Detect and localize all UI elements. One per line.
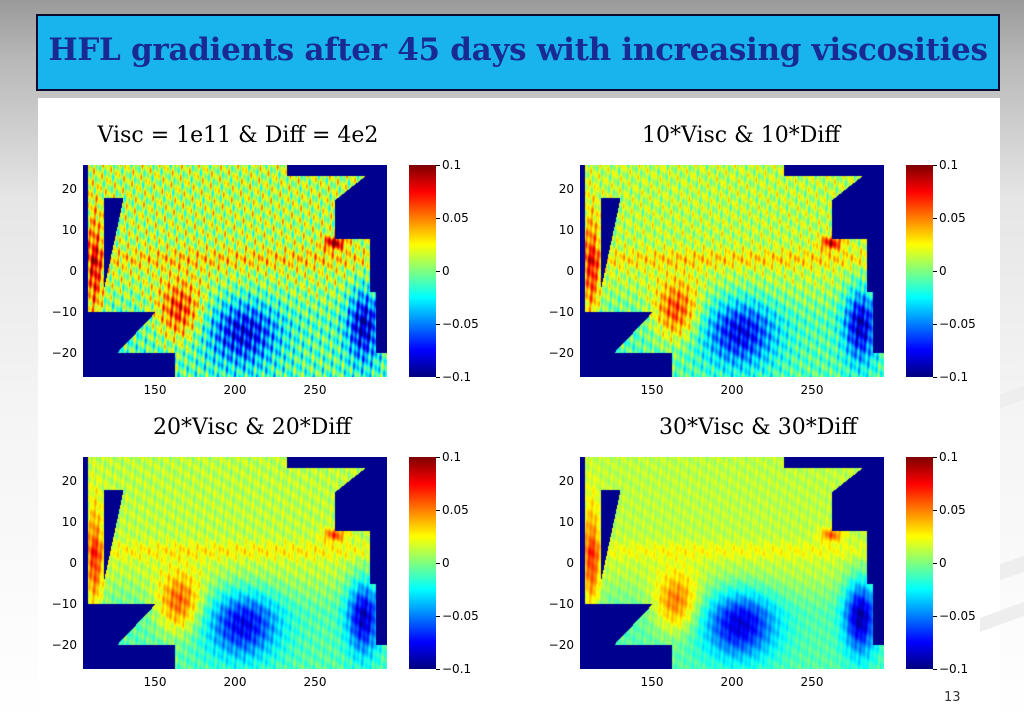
x-tick-label: 250 bbox=[303, 383, 327, 397]
panel-title: Visc = 1e11 & Diff = 4e2 bbox=[97, 123, 379, 148]
colorbar-tick-label: −0.1 bbox=[442, 662, 472, 676]
colorbar-tick-label: 0.1 bbox=[442, 450, 462, 464]
colorbar-tick-mark bbox=[933, 616, 937, 617]
x-tick-label: 250 bbox=[800, 383, 824, 397]
x-tick-label: 250 bbox=[800, 675, 824, 689]
colorbar-tick-label: −0.05 bbox=[939, 609, 976, 623]
colorbar-tick-label: −0.05 bbox=[939, 317, 976, 331]
y-tick-label: 10 bbox=[558, 515, 574, 530]
y-tick-label: 20 bbox=[558, 474, 574, 489]
colorbar-tick-mark bbox=[933, 324, 937, 325]
colorbar-tick-label: 0 bbox=[442, 556, 450, 570]
colorbar-tick-label: 0.05 bbox=[442, 503, 469, 517]
colorbar-tick-label: 0.05 bbox=[442, 211, 469, 225]
colorbar-tick-label: 0 bbox=[939, 264, 947, 278]
x-tick-label: 200 bbox=[720, 383, 744, 397]
colorbar-tick-mark bbox=[933, 510, 937, 511]
colorbar-tick-mark bbox=[436, 218, 440, 219]
colorbar-tick-mark bbox=[933, 218, 937, 219]
heatmap-plot bbox=[83, 457, 387, 669]
decorative-stripe bbox=[1000, 555, 1024, 581]
slide-title: HFL gradients after 45 days with increas… bbox=[48, 32, 988, 68]
y-tick-label: 20 bbox=[61, 182, 77, 197]
y-tick-label: 0 bbox=[566, 556, 574, 570]
slide-title-bar: HFL gradients after 45 days with increas… bbox=[36, 14, 1000, 91]
y-tick-label: −20 bbox=[51, 637, 77, 652]
y-tick-label: 10 bbox=[61, 223, 77, 238]
colorbar-tick-label: −0.05 bbox=[442, 317, 479, 331]
x-tick-label: 250 bbox=[303, 675, 327, 689]
colorbar-tick-label: 0 bbox=[442, 264, 450, 278]
x-tick-label: 200 bbox=[223, 383, 247, 397]
panel-title: 20*Visc & 20*Diff bbox=[152, 415, 351, 440]
colorbar-tick-mark bbox=[436, 165, 440, 166]
colorbar-tick-mark bbox=[436, 324, 440, 325]
colorbar-tick-mark bbox=[933, 669, 937, 670]
colorbar bbox=[409, 165, 436, 377]
y-tick-label: −20 bbox=[51, 345, 77, 360]
x-tick-label: 200 bbox=[720, 675, 744, 689]
y-tick-label: 0 bbox=[566, 264, 574, 278]
heatmap-plot bbox=[580, 457, 884, 669]
y-tick-label: 10 bbox=[61, 515, 77, 530]
colorbar bbox=[409, 457, 436, 669]
x-tick-label: 200 bbox=[223, 675, 247, 689]
x-tick-label: 150 bbox=[640, 383, 664, 397]
colorbar bbox=[906, 457, 933, 669]
colorbar-tick-label: 0.05 bbox=[939, 211, 966, 225]
panel-title: 10*Visc & 10*Diff bbox=[641, 123, 840, 148]
colorbar-tick-label: −0.1 bbox=[442, 370, 472, 384]
y-tick-label: −10 bbox=[548, 596, 574, 611]
colorbar-tick-mark bbox=[436, 457, 440, 458]
colorbar-tick-label: 0 bbox=[939, 556, 947, 570]
colorbar-tick-mark bbox=[436, 669, 440, 670]
y-tick-label: 0 bbox=[69, 556, 77, 570]
x-tick-label: 150 bbox=[143, 383, 167, 397]
y-tick-label: −10 bbox=[51, 304, 77, 319]
colorbar-tick-mark bbox=[436, 510, 440, 511]
colorbar-tick-label: −0.1 bbox=[939, 662, 969, 676]
colorbar-tick-label: −0.05 bbox=[442, 609, 479, 623]
y-tick-label: −10 bbox=[548, 304, 574, 319]
decorative-stripe bbox=[1000, 385, 1024, 409]
x-tick-label: 150 bbox=[143, 675, 167, 689]
x-tick-label: 150 bbox=[640, 675, 664, 689]
colorbar-tick-label: 0.1 bbox=[442, 158, 462, 172]
colorbar-tick-mark bbox=[933, 377, 937, 378]
heatmap-plot bbox=[83, 165, 387, 377]
colorbar-tick-mark bbox=[933, 457, 937, 458]
colorbar-tick-label: 0.1 bbox=[939, 158, 959, 172]
colorbar-tick-label: 0.1 bbox=[939, 450, 959, 464]
y-tick-label: −20 bbox=[548, 345, 574, 360]
panel-title: 30*Visc & 30*Diff bbox=[658, 415, 857, 440]
heatmap-plot bbox=[580, 165, 884, 377]
colorbar-tick-label: −0.1 bbox=[939, 370, 969, 384]
y-tick-label: −20 bbox=[548, 637, 574, 652]
colorbar-tick-mark bbox=[436, 563, 440, 564]
colorbar-tick-mark bbox=[933, 563, 937, 564]
colorbar-tick-mark bbox=[436, 271, 440, 272]
y-tick-label: 20 bbox=[558, 182, 574, 197]
page-number: 13 bbox=[944, 690, 961, 705]
colorbar-tick-label: 0.05 bbox=[939, 503, 966, 517]
y-tick-label: 10 bbox=[558, 223, 574, 238]
colorbar-tick-mark bbox=[436, 377, 440, 378]
y-tick-label: 20 bbox=[61, 474, 77, 489]
colorbar bbox=[906, 165, 933, 377]
colorbar-tick-mark bbox=[933, 271, 937, 272]
colorbar-tick-mark bbox=[436, 616, 440, 617]
y-tick-label: −10 bbox=[51, 596, 77, 611]
y-tick-label: 0 bbox=[69, 264, 77, 278]
colorbar-tick-mark bbox=[933, 165, 937, 166]
